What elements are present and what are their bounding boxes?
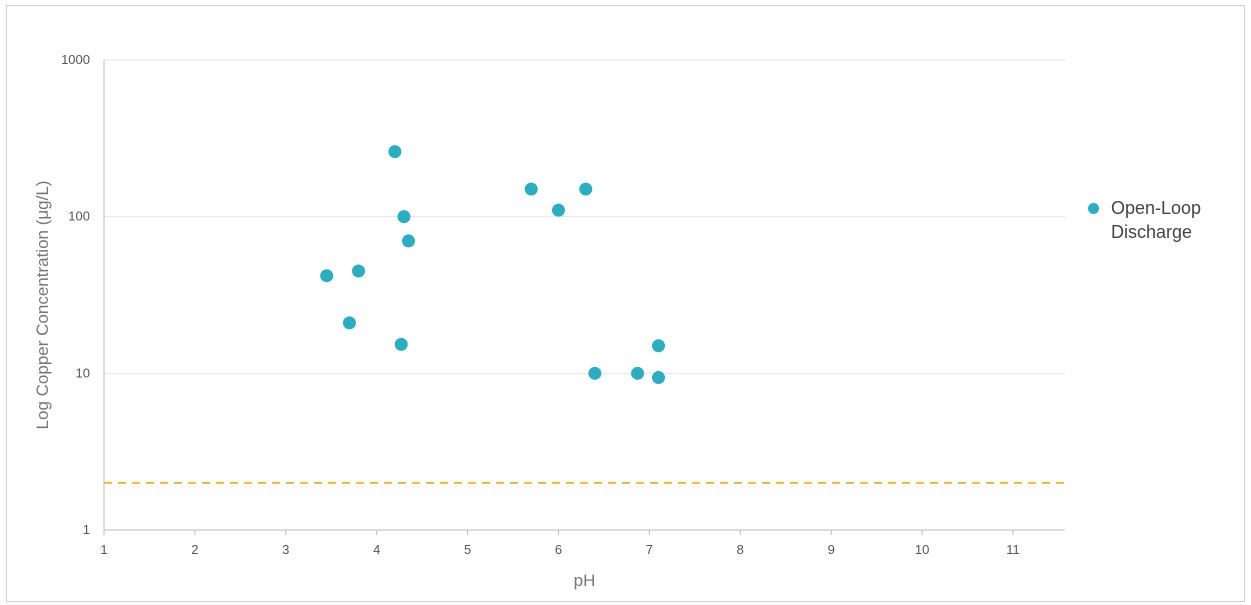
- y-axis-title: Log Copper Concentration (μg/L): [33, 181, 52, 430]
- data-point: [631, 366, 645, 380]
- data-point: [588, 366, 602, 380]
- x-axis-title: pH: [574, 571, 596, 590]
- x-tick-label: 4: [373, 542, 380, 557]
- legend: Open-Loop Discharge: [1088, 196, 1238, 244]
- legend-label: Open-Loop Discharge: [1111, 198, 1202, 242]
- data-point: [651, 339, 665, 353]
- y-tick-label: 1: [83, 522, 90, 537]
- data-point: [552, 203, 565, 217]
- x-tick-label: 6: [555, 542, 562, 557]
- y-tick-label: 10: [76, 365, 90, 380]
- chart-frame: [6, 5, 1245, 602]
- data-point: [579, 182, 593, 196]
- x-tick-label: 2: [191, 542, 198, 557]
- legend-swatch-icon: [1088, 203, 1099, 214]
- x-tick-label: 5: [464, 542, 471, 557]
- x-tick-label: 7: [646, 542, 653, 557]
- x-tick-label: 9: [828, 542, 835, 557]
- x-tick-label: 11: [1006, 542, 1020, 557]
- x-tick-label: 1: [100, 542, 107, 557]
- data-point: [651, 371, 665, 385]
- data-point: [388, 145, 402, 159]
- grid-lines: [104, 59, 1065, 374]
- data-point: [397, 210, 411, 224]
- y-tick-label: 1000: [61, 52, 90, 67]
- data-point: [352, 264, 366, 278]
- data-point: [524, 182, 538, 196]
- data-point: [342, 316, 356, 330]
- data-point: [394, 337, 408, 351]
- axes: 1 10 100 1000 1 2 3 4 5 6 7 8 9 10 11: [61, 52, 1065, 557]
- data-point: [320, 269, 334, 283]
- data-points: [320, 145, 665, 385]
- x-tick-label: 10: [915, 542, 929, 557]
- y-tick-label: 100: [68, 209, 90, 224]
- data-point: [402, 234, 416, 248]
- x-tick-label: 3: [282, 542, 289, 557]
- x-tick-label: 8: [737, 542, 744, 557]
